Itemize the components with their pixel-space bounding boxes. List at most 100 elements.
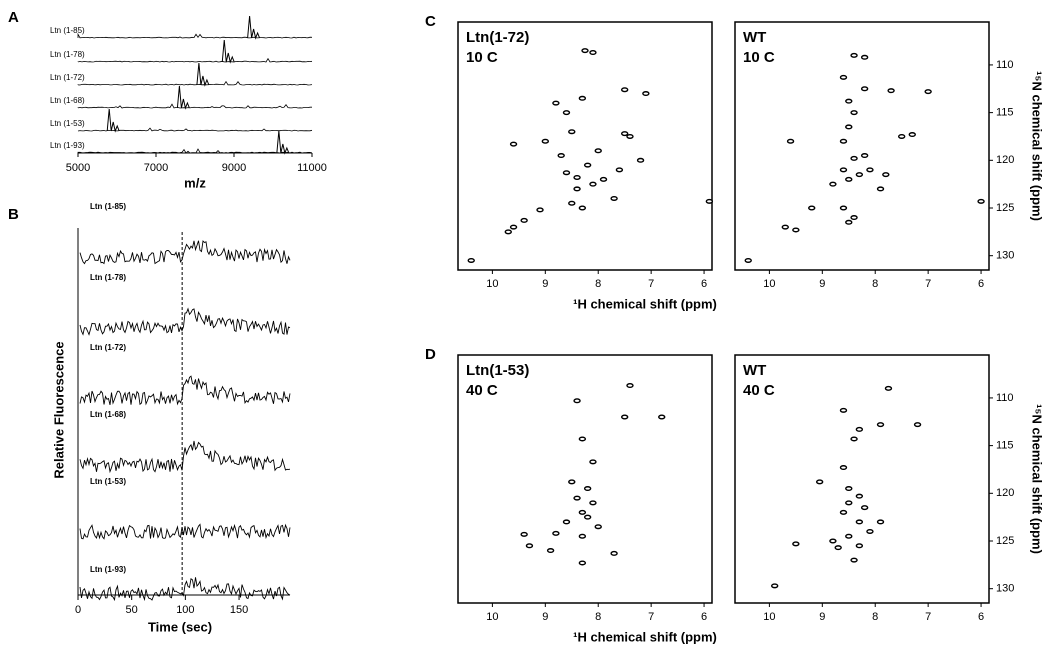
nmr-peak	[552, 100, 560, 106]
x-tick-label: 100	[176, 604, 194, 616]
nmr-peak	[578, 560, 587, 566]
mass-peak	[276, 130, 290, 155]
x-tick-label: 50	[126, 604, 138, 616]
spectrum-frame	[457, 21, 713, 271]
spectrum-frame	[734, 21, 990, 271]
nmr-peak	[876, 519, 885, 525]
nmr-peak	[620, 131, 629, 137]
x-tick-label: 8	[595, 611, 601, 623]
nmr-peak	[467, 257, 475, 263]
nmr-peak	[839, 138, 848, 144]
spectrum-condition: 40 C	[466, 382, 498, 399]
panel-letter: A	[8, 9, 19, 26]
nmr-peak	[525, 543, 534, 549]
nmr-peak	[913, 422, 922, 428]
trace-label: Ltn (1-68)	[90, 410, 126, 419]
nmr-peak	[924, 89, 932, 95]
nmr-peak	[855, 426, 864, 432]
nmr-peak	[583, 162, 592, 168]
x-tick-label: 150	[230, 604, 248, 616]
trace-label: Ltn (1-68)	[50, 96, 85, 105]
nmr-peak	[620, 414, 629, 420]
nmr-peak	[626, 383, 634, 389]
x-tick-label: 9	[542, 611, 548, 623]
x-tick-label: 7	[925, 278, 931, 290]
nmr-peak	[839, 74, 848, 80]
x-axis-label: ¹H chemical shift (ppm)	[573, 296, 717, 311]
nmr-peak	[839, 205, 848, 211]
y-tick-label: 115	[996, 107, 1014, 119]
nmr-peak	[658, 414, 666, 420]
nmr-peak	[594, 524, 602, 530]
nmr-peak	[839, 509, 848, 515]
x-tick-label: 0	[75, 604, 81, 616]
x-tick-label: 6	[978, 278, 984, 290]
nmr-peak	[908, 132, 916, 138]
spectrum-title: Ltn(1-53)	[466, 362, 529, 379]
nmr-peak	[855, 172, 864, 178]
nmr-peak	[562, 170, 571, 176]
x-tick-label: 9	[819, 611, 825, 623]
x-tick-label: 7000	[144, 162, 168, 174]
spectrum-title: WT	[743, 362, 766, 379]
nmr-peak	[845, 500, 853, 506]
x-tick-label: 8	[595, 278, 601, 290]
trace-label: Ltn (1-78)	[90, 273, 126, 282]
nmr-peak	[562, 110, 571, 116]
x-tick-label: 6	[701, 611, 707, 623]
y-tick-label: 125	[996, 202, 1014, 214]
nmr-peak	[568, 479, 576, 485]
nmr-peak	[792, 227, 800, 233]
nmr-peak	[578, 533, 587, 539]
nmr-peak	[568, 200, 576, 206]
y-tick-label: 115	[996, 440, 1014, 452]
nmr-peak	[977, 198, 985, 204]
fluorescence-trace	[79, 307, 291, 336]
nmr-peak	[792, 541, 800, 547]
nmr-peak	[626, 133, 634, 139]
nmr-peak	[504, 229, 512, 235]
nmr-peak	[855, 519, 864, 525]
y-tick-label: 130	[996, 250, 1014, 262]
x-tick-label: 8	[872, 611, 878, 623]
nmr-peak	[834, 545, 842, 551]
nmr-peak	[589, 181, 597, 187]
nmr-peak	[860, 505, 869, 511]
y-axis-label: ¹⁵N chemical shift (ppm)	[1030, 404, 1045, 554]
nmr-peak	[855, 493, 864, 499]
nmr-peak	[568, 129, 576, 135]
fluorescence-trace	[79, 523, 291, 540]
nmr-peak	[589, 500, 597, 506]
nmr-peak	[557, 153, 565, 159]
nmr-peak	[781, 224, 789, 230]
nmr-peak	[562, 519, 571, 525]
y-axis-label: ¹⁵N chemical shift (ppm)	[1030, 71, 1045, 221]
spectrum-title: WT	[743, 29, 766, 46]
nmr-peak	[850, 215, 858, 221]
mass-peak	[176, 85, 190, 110]
mass-peak	[196, 62, 210, 87]
x-tick-label: 11000	[297, 162, 327, 174]
x-tick-label: 7	[648, 611, 654, 623]
nmr-peak	[642, 91, 650, 97]
nmr-peak	[520, 217, 528, 223]
x-axis-label: Time (sec)	[148, 619, 212, 634]
trace-baseline	[77, 80, 313, 86]
nmr-peak	[876, 186, 885, 192]
spectrum-condition: 10 C	[743, 49, 775, 66]
x-tick-label: 10	[486, 278, 498, 290]
nmr-peak	[815, 479, 824, 485]
nmr-peak	[839, 465, 848, 471]
y-tick-label: 110	[996, 59, 1014, 71]
x-tick-label: 6	[978, 611, 984, 623]
nmr-peak	[860, 54, 869, 60]
nmr-peak	[705, 198, 714, 204]
nmr-peak	[578, 436, 587, 442]
nmr-peak	[866, 528, 874, 534]
nmr-peak	[573, 398, 581, 404]
nmr-peak	[845, 124, 853, 130]
spectrum-condition: 10 C	[466, 49, 498, 66]
trace-label: Ltn (1-78)	[50, 50, 85, 59]
nmr-peak	[850, 52, 858, 58]
nmr-peak	[589, 50, 597, 56]
